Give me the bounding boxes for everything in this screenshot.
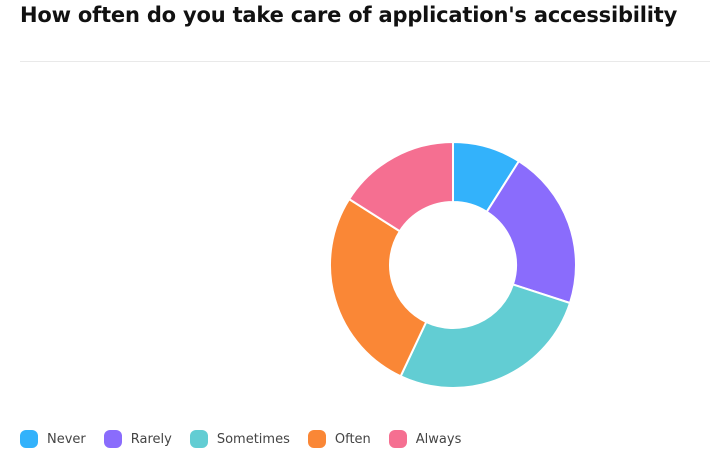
legend: Never Rarely Sometimes Often Always <box>20 430 479 448</box>
legend-label: Often <box>334 431 371 447</box>
legend-label: Sometimes <box>216 431 290 447</box>
legend-swatch <box>189 430 208 448</box>
legend-item-often[interactable]: Often <box>307 430 371 448</box>
legend-item-sometimes[interactable]: Sometimes <box>189 430 290 448</box>
page-title: How often do you take care of applicatio… <box>20 3 678 27</box>
donut-chart <box>329 140 577 389</box>
donut-slice-always[interactable] <box>347 140 454 233</box>
legend-swatch <box>388 430 407 448</box>
donut-slice-rarely[interactable] <box>485 159 577 305</box>
legend-swatch <box>20 430 38 448</box>
legend-item-rarely[interactable]: Rarely <box>103 430 172 448</box>
donut-slice-often[interactable] <box>329 197 428 378</box>
legend-item-never[interactable]: Never <box>20 430 86 448</box>
legend-label: Always <box>415 431 462 447</box>
donut-slice-sometimes[interactable] <box>399 283 572 389</box>
legend-item-always[interactable]: Always <box>388 430 462 448</box>
legend-swatch <box>103 430 122 448</box>
legend-label: Rarely <box>130 431 172 447</box>
legend-swatch <box>307 430 326 448</box>
legend-label: Never <box>47 431 86 447</box>
title-divider <box>20 61 710 62</box>
